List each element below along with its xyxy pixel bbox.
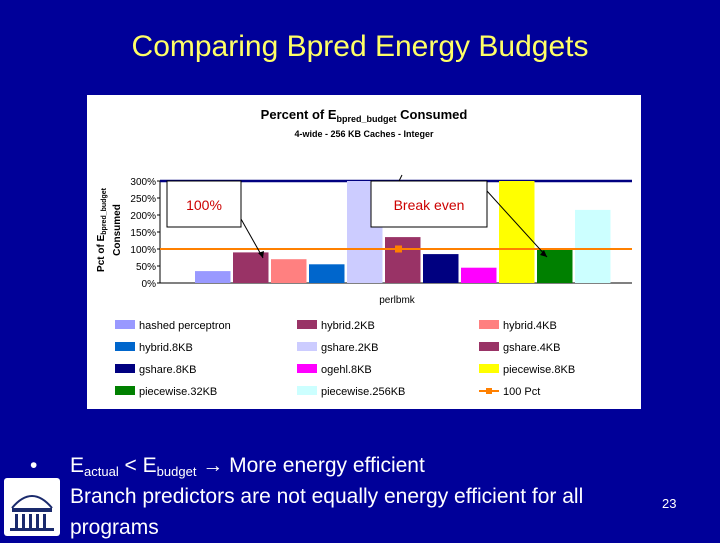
legend-swatch — [297, 342, 317, 351]
university-logo — [4, 478, 60, 536]
y-axis-label: Pct of Ebpred_budget — [96, 187, 108, 272]
y-tick-label: 0% — [142, 279, 157, 290]
legend-label: gshare.8KB — [139, 364, 196, 376]
legend-swatch-marker — [486, 388, 492, 394]
arrow-100 — [240, 218, 264, 259]
annotation-break-even-label: Break even — [394, 197, 465, 213]
legend-swatch — [115, 342, 135, 351]
reference-line-marker — [395, 245, 402, 253]
legend-label: hybrid.8KB — [139, 342, 193, 354]
bar-piecewise-256kb — [575, 209, 611, 283]
y-tick-label: 300% — [130, 177, 156, 188]
legend-label: gshare.4KB — [503, 342, 560, 354]
legend-swatch — [297, 386, 317, 395]
arrow-head-icon — [540, 250, 547, 257]
bar-gshare-8kb — [423, 254, 459, 283]
legend-label: piecewise.8KB — [503, 364, 575, 376]
chart-subtitle: 4-wide - 256 KB Caches - Integer — [294, 129, 434, 139]
page-number: 23 — [662, 496, 677, 511]
legend-swatch — [115, 386, 135, 395]
annotation-box-break-even — [370, 180, 488, 228]
y-tick-label: 150% — [130, 228, 156, 239]
bullet-item-2-cont: programs — [30, 512, 710, 543]
arrow-break-even-down — [486, 190, 548, 258]
bar-gshare-4kb — [385, 237, 421, 283]
bullet-list: • Eactual < Ebudget → More energy effici… — [30, 450, 710, 543]
legend-label: piecewise.32KB — [139, 386, 217, 398]
legend-swatch — [297, 320, 317, 329]
legend-swatch — [115, 320, 135, 329]
rotunda-logo-icon — [10, 495, 54, 531]
bullet-text-1: Eactual < Ebudget → More energy efficien… — [70, 454, 425, 479]
bullet-text-3: programs — [70, 516, 159, 539]
y-tick-label: 250% — [130, 194, 156, 205]
bar-hybrid-2kb — [233, 252, 269, 283]
annotation-box-100 — [166, 180, 242, 228]
legend-label: gshare.2KB — [321, 342, 378, 354]
legend-swatch — [115, 364, 135, 373]
legend-label: hashed perceptron — [139, 320, 231, 332]
x-axis-label: perlbmk — [379, 295, 416, 306]
bar-hybrid-4kb — [271, 259, 307, 283]
y-axis-label-line2: Consumed — [112, 204, 123, 256]
bullet-text-2: Branch predictors are not equally energy… — [70, 485, 584, 508]
arrow-break-even-up — [398, 174, 403, 182]
y-tick-label: 50% — [136, 262, 156, 273]
bullet-dot: • — [30, 454, 38, 477]
chart-title: Percent of Ebpred_budget Consumed — [261, 107, 468, 124]
legend-swatch — [479, 320, 499, 329]
legend-label: ogehl.8KB — [321, 364, 372, 376]
y-tick-label: 100% — [130, 245, 156, 256]
legend-swatch — [479, 342, 499, 351]
legend-swatch — [297, 364, 317, 373]
bar-piecewise-8kb — [499, 181, 535, 283]
arrow-head-icon — [258, 251, 264, 258]
y-tick-label: 200% — [130, 211, 156, 222]
annotation-100-label: 100% — [186, 197, 222, 213]
bullet-item-2: Branch predictors are not equally energy… — [30, 481, 710, 512]
bar-ogehl-8kb — [461, 267, 497, 283]
legend-swatch — [479, 364, 499, 373]
bar-hybrid-8kb — [309, 264, 345, 283]
legend-label: piecewise.256KB — [321, 386, 405, 398]
bullet-item-1: • Eactual < Ebudget → More energy effici… — [30, 450, 710, 481]
legend-label: 100 Pct — [503, 386, 540, 398]
bar-chart: Percent of Ebpred_budget Consumed 4-wide … — [96, 107, 632, 398]
slide-title: Comparing Bpred Energy Budgets — [131, 30, 589, 63]
bar-hashed-perceptron — [195, 271, 231, 283]
legend-label: hybrid.4KB — [503, 320, 557, 332]
chart-panel: Percent of Ebpred_budget Consumed 4-wide … — [87, 95, 641, 409]
legend-label: hybrid.2KB — [321, 320, 375, 332]
